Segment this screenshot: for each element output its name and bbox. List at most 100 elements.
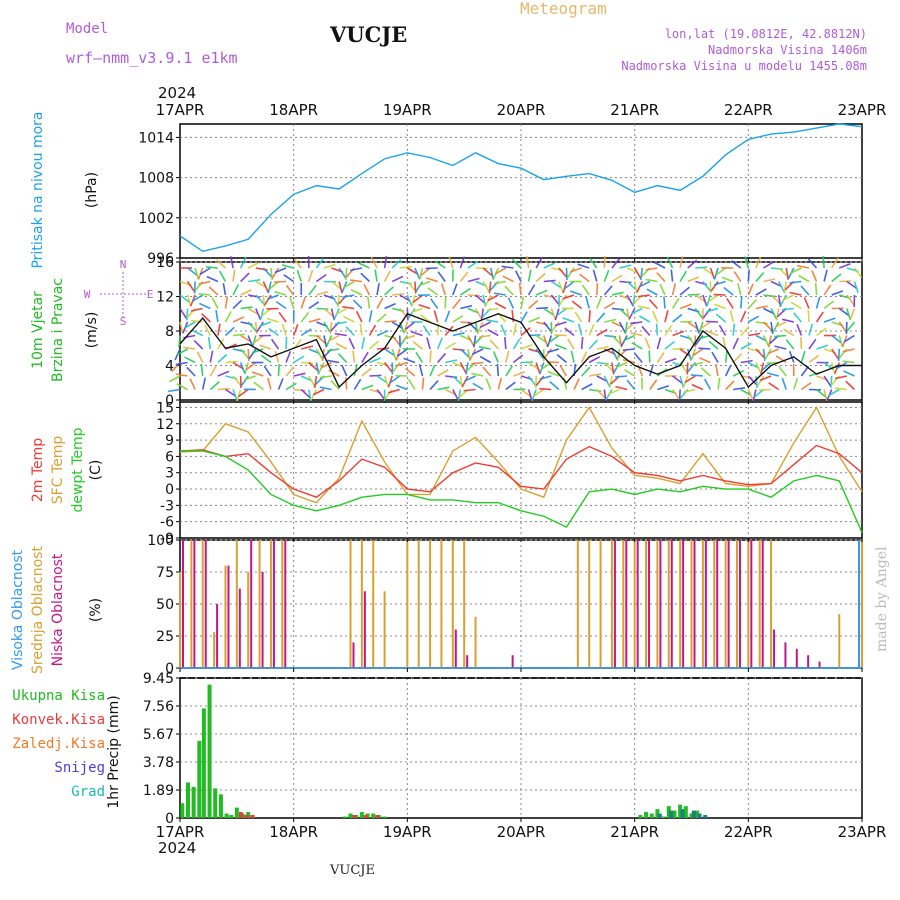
wind-barb — [639, 267, 644, 281]
wind-barb — [452, 389, 459, 401]
sfc-temp-line — [179, 405, 863, 504]
wind-barb — [410, 330, 423, 337]
wind-barb — [323, 263, 336, 269]
wind-barb — [624, 321, 628, 334]
wind-barb — [831, 273, 842, 283]
wind-barb — [460, 304, 473, 310]
wind-barb — [395, 361, 408, 367]
bottom-day-label: 20APR — [497, 823, 546, 841]
wind-barb — [790, 301, 802, 310]
wind-barb — [611, 291, 624, 296]
wind-barb — [412, 294, 423, 304]
wind-barb — [816, 327, 827, 337]
wind-barb — [352, 350, 356, 363]
wind-barb — [359, 323, 363, 336]
wind-barb — [440, 283, 446, 296]
wind-barb — [376, 330, 389, 337]
wind-barb — [543, 262, 556, 269]
wind-barb — [664, 310, 669, 323]
temperature-ytick-label: 15 — [156, 400, 174, 416]
model-label: Model — [66, 21, 108, 37]
wind-barb — [475, 294, 486, 304]
wind-barb — [789, 280, 802, 284]
wind-barb — [350, 289, 363, 296]
wind-barb — [725, 380, 735, 391]
t2m-line — [179, 444, 863, 498]
wind-barb — [732, 337, 739, 350]
wind-barb — [655, 323, 659, 336]
wind-barb — [703, 378, 712, 390]
wind-barb — [611, 334, 622, 345]
precip-bar — [375, 815, 380, 818]
wind-barb — [179, 308, 188, 319]
wind-barb — [567, 338, 575, 350]
wind-barb — [554, 343, 567, 350]
precip-bar — [703, 815, 708, 818]
wind-barb — [639, 315, 651, 323]
wind-barb — [511, 258, 522, 269]
wind-barb — [505, 350, 510, 363]
precip-ytick-label: 9.45 — [143, 671, 174, 687]
wind-barb — [270, 338, 280, 350]
precip-legend-0: Ukupna Kisa — [12, 688, 105, 704]
wind-barb — [434, 260, 446, 269]
wind-barb — [217, 323, 221, 336]
wind-barb — [581, 284, 590, 296]
wind-barb — [823, 284, 832, 296]
wind-barb — [755, 288, 767, 296]
wind-barb — [853, 281, 859, 294]
wind-barb — [437, 352, 447, 364]
wind-barb — [831, 348, 840, 360]
wind-barb — [239, 256, 247, 269]
wind-barb — [588, 324, 595, 336]
wind-barb — [204, 324, 212, 336]
wind-barb — [343, 315, 355, 323]
wind-barb — [849, 308, 856, 321]
wind-barb — [646, 288, 658, 296]
wind-barb — [570, 350, 575, 363]
wind-barb — [624, 368, 636, 377]
wind-barb — [338, 281, 343, 294]
temperature-ytick-label: 6 — [165, 449, 174, 465]
wind-barb — [768, 382, 780, 391]
wind-barb — [460, 321, 473, 324]
wind-barb — [308, 318, 321, 323]
wind-barb — [292, 323, 299, 336]
wind-barb — [418, 304, 431, 310]
wind-barb — [558, 294, 568, 306]
wind-barb — [698, 347, 711, 350]
wind-barb — [406, 267, 419, 275]
wind-barb — [562, 317, 575, 323]
wind-barb — [711, 351, 719, 363]
wind-barb — [444, 310, 451, 323]
wind-barb — [193, 339, 204, 350]
wind-barb — [425, 277, 438, 283]
wind-barb — [547, 370, 560, 377]
compass-w: W — [84, 288, 91, 301]
wind-barb — [343, 280, 355, 289]
wind-barb — [637, 305, 650, 310]
precip-bar — [649, 813, 654, 818]
wind-ylabel: 10m Vjetar — [30, 291, 46, 369]
elevation-label: Nadmorska Visina 1406m — [708, 43, 867, 57]
wind-barb — [740, 359, 753, 364]
wind-barb — [300, 312, 310, 323]
wind-barb — [384, 389, 393, 400]
wind-barb — [427, 287, 439, 296]
precip-bar — [683, 806, 688, 818]
wind-barb — [705, 320, 719, 323]
wind-barb — [550, 308, 557, 321]
wind-barb — [192, 294, 204, 302]
wind-barb — [645, 278, 658, 283]
wind-barb — [542, 335, 549, 348]
precip-bar — [224, 813, 229, 818]
wind-barb — [715, 267, 727, 276]
wind-barb — [248, 348, 257, 360]
wind-barb — [383, 362, 393, 373]
wind-barb — [186, 294, 192, 307]
wind-barb — [579, 273, 590, 283]
wind-barb — [418, 364, 424, 377]
wind-barb — [740, 326, 750, 337]
wind-barb — [732, 323, 736, 336]
wind-barb — [407, 308, 416, 319]
